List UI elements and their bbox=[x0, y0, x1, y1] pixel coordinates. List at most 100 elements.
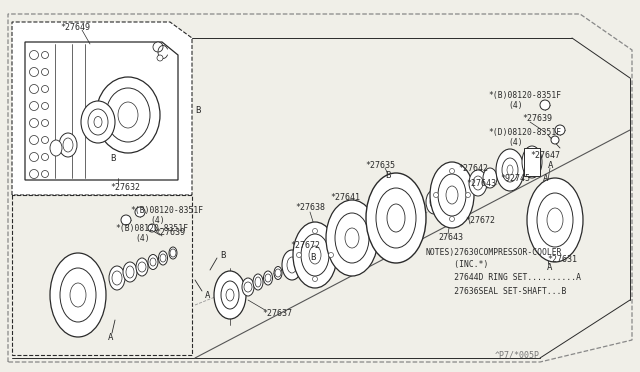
Text: *27642: *27642 bbox=[458, 164, 488, 173]
Ellipse shape bbox=[60, 268, 96, 322]
Ellipse shape bbox=[29, 84, 38, 93]
Text: 27643: 27643 bbox=[438, 232, 463, 241]
Ellipse shape bbox=[29, 135, 38, 144]
Ellipse shape bbox=[328, 253, 333, 257]
Ellipse shape bbox=[274, 266, 282, 279]
Text: *27637: *27637 bbox=[262, 308, 292, 317]
Ellipse shape bbox=[50, 253, 106, 337]
Ellipse shape bbox=[551, 136, 559, 144]
Ellipse shape bbox=[430, 196, 438, 208]
Ellipse shape bbox=[345, 228, 359, 248]
Ellipse shape bbox=[287, 257, 297, 273]
Ellipse shape bbox=[446, 186, 458, 204]
Ellipse shape bbox=[160, 254, 166, 262]
Text: *27672: *27672 bbox=[465, 215, 495, 224]
Ellipse shape bbox=[537, 193, 573, 247]
Text: *27635: *27635 bbox=[365, 160, 395, 170]
Ellipse shape bbox=[148, 254, 158, 269]
Ellipse shape bbox=[42, 170, 49, 177]
Polygon shape bbox=[524, 148, 540, 176]
Ellipse shape bbox=[59, 133, 77, 157]
Ellipse shape bbox=[226, 289, 234, 301]
Ellipse shape bbox=[301, 234, 329, 276]
Ellipse shape bbox=[507, 165, 513, 175]
Ellipse shape bbox=[555, 125, 565, 135]
Ellipse shape bbox=[121, 215, 131, 225]
Ellipse shape bbox=[50, 140, 62, 156]
Text: *27638: *27638 bbox=[295, 202, 325, 212]
Text: A: A bbox=[548, 160, 554, 170]
Ellipse shape bbox=[126, 266, 134, 278]
Ellipse shape bbox=[170, 249, 176, 257]
Ellipse shape bbox=[244, 282, 252, 292]
Ellipse shape bbox=[42, 154, 49, 160]
Ellipse shape bbox=[255, 277, 261, 287]
Ellipse shape bbox=[527, 154, 537, 170]
Ellipse shape bbox=[157, 55, 163, 61]
Ellipse shape bbox=[282, 250, 302, 280]
Ellipse shape bbox=[438, 174, 466, 216]
Text: (INC.*): (INC.*) bbox=[425, 260, 488, 269]
Polygon shape bbox=[12, 22, 192, 195]
Text: B: B bbox=[385, 170, 390, 180]
Ellipse shape bbox=[135, 207, 145, 217]
Text: A: A bbox=[543, 173, 548, 183]
Ellipse shape bbox=[29, 51, 38, 60]
Ellipse shape bbox=[123, 262, 137, 282]
Text: *27647: *27647 bbox=[530, 151, 560, 160]
Text: NOTES)27630COMPRESSOR-COOLER: NOTES)27630COMPRESSOR-COOLER bbox=[425, 247, 561, 257]
Ellipse shape bbox=[42, 51, 49, 58]
Ellipse shape bbox=[42, 103, 49, 109]
Text: B: B bbox=[220, 250, 225, 260]
Text: *27641: *27641 bbox=[330, 192, 360, 202]
Ellipse shape bbox=[366, 173, 426, 263]
Ellipse shape bbox=[387, 204, 405, 232]
Text: B: B bbox=[110, 154, 115, 163]
Ellipse shape bbox=[63, 138, 73, 152]
Text: *(B)08120-8351F: *(B)08120-8351F bbox=[115, 224, 188, 232]
Ellipse shape bbox=[264, 271, 273, 285]
Text: A: A bbox=[547, 263, 552, 273]
Ellipse shape bbox=[242, 278, 254, 296]
Text: *92745: *92745 bbox=[500, 173, 530, 183]
Ellipse shape bbox=[148, 224, 156, 232]
Ellipse shape bbox=[29, 67, 38, 77]
Text: *27639: *27639 bbox=[155, 228, 185, 237]
Text: *(D)08120-8351F: *(D)08120-8351F bbox=[488, 128, 561, 137]
Ellipse shape bbox=[275, 269, 281, 277]
Ellipse shape bbox=[293, 222, 337, 288]
Text: (4): (4) bbox=[508, 138, 523, 147]
Ellipse shape bbox=[496, 149, 524, 191]
Polygon shape bbox=[12, 195, 192, 355]
Ellipse shape bbox=[109, 266, 125, 290]
Text: *(B)08120-8351F: *(B)08120-8351F bbox=[130, 205, 203, 215]
Ellipse shape bbox=[527, 178, 583, 262]
Text: *27639: *27639 bbox=[522, 113, 552, 122]
Text: B: B bbox=[195, 106, 200, 115]
Ellipse shape bbox=[29, 170, 38, 179]
Ellipse shape bbox=[312, 276, 317, 282]
Text: *27631: *27631 bbox=[547, 256, 577, 264]
Ellipse shape bbox=[253, 274, 263, 290]
Ellipse shape bbox=[94, 116, 102, 128]
Text: *27649: *27649 bbox=[60, 22, 90, 32]
Text: (4): (4) bbox=[135, 234, 150, 243]
Ellipse shape bbox=[335, 213, 369, 263]
Ellipse shape bbox=[70, 283, 86, 307]
Ellipse shape bbox=[150, 258, 156, 266]
Ellipse shape bbox=[96, 77, 160, 153]
Ellipse shape bbox=[81, 101, 115, 143]
Text: (4): (4) bbox=[150, 215, 164, 224]
Ellipse shape bbox=[449, 217, 454, 221]
Ellipse shape bbox=[112, 271, 122, 285]
Ellipse shape bbox=[376, 188, 416, 248]
Ellipse shape bbox=[138, 262, 146, 272]
Ellipse shape bbox=[42, 119, 49, 126]
Ellipse shape bbox=[547, 208, 563, 232]
Ellipse shape bbox=[473, 176, 483, 190]
Ellipse shape bbox=[42, 137, 49, 144]
Ellipse shape bbox=[265, 274, 271, 282]
Ellipse shape bbox=[326, 200, 378, 276]
Text: A: A bbox=[108, 333, 113, 341]
Ellipse shape bbox=[449, 169, 454, 173]
